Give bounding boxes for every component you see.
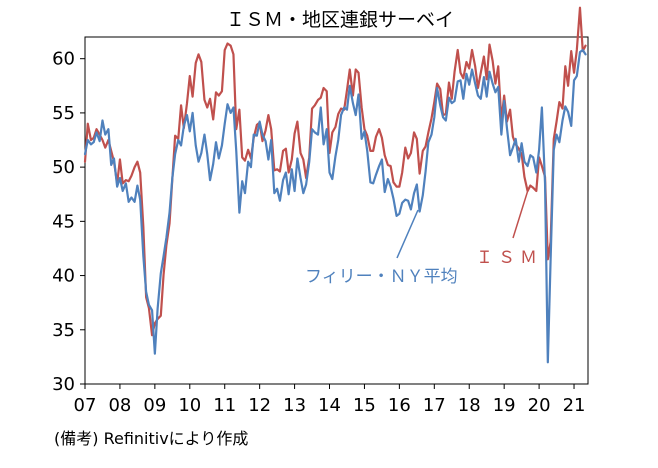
ism-series-label: ＩＳＭ	[476, 248, 542, 268]
series-labels: ＩＳＭ フィリー・ＮＹ平均	[305, 189, 542, 287]
y-tick-label: 50	[52, 157, 75, 178]
x-tick-label: 17	[423, 395, 446, 416]
x-tick-label: 19	[493, 395, 516, 416]
series-layer	[83, 6, 587, 364]
x-tick-label: 21	[563, 395, 586, 416]
series-line-1	[83, 48, 587, 364]
x-tick-label: 08	[108, 395, 131, 416]
y-tick-label: 55	[52, 103, 75, 124]
plot-area-frame	[84, 36, 589, 385]
x-tick-label: 07	[74, 395, 97, 416]
y-tick-label: 45	[52, 211, 75, 232]
x-tick-label: 14	[318, 395, 341, 416]
source-note: (備考) Refinitivにより作成	[54, 429, 248, 448]
x-axis: 07 08 09 10 11 12 13 14 15 16 17 18 19 20 21	[74, 384, 586, 416]
y-axis: 30 35 40 45 50 55 60	[52, 49, 85, 395]
fed-leader-line	[396, 209, 419, 259]
x-tick-label: 10	[178, 395, 201, 416]
y-tick-label: 30	[52, 374, 75, 395]
x-tick-label: 12	[248, 395, 271, 416]
x-tick-label: 09	[143, 395, 166, 416]
fed-series-label: フィリー・ＮＹ平均	[305, 267, 458, 287]
y-tick-label: 35	[52, 320, 75, 341]
ism-leader-line	[512, 189, 529, 239]
x-tick-label: 11	[213, 395, 236, 416]
x-tick-label: 13	[283, 395, 306, 416]
x-tick-label: 16	[388, 395, 411, 416]
x-tick-label: 15	[353, 395, 376, 416]
y-tick-label: 40	[52, 266, 75, 287]
y-tick-label: 60	[52, 49, 75, 70]
chart-title: ＩＳＭ・地区連銀サーベイ	[226, 9, 454, 31]
x-tick-label: 20	[528, 395, 551, 416]
x-tick-label: 18	[458, 395, 481, 416]
